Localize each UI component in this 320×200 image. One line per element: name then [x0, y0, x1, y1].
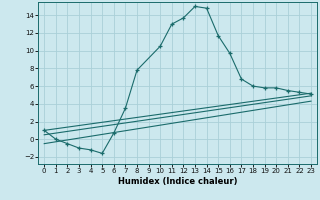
X-axis label: Humidex (Indice chaleur): Humidex (Indice chaleur)	[118, 177, 237, 186]
